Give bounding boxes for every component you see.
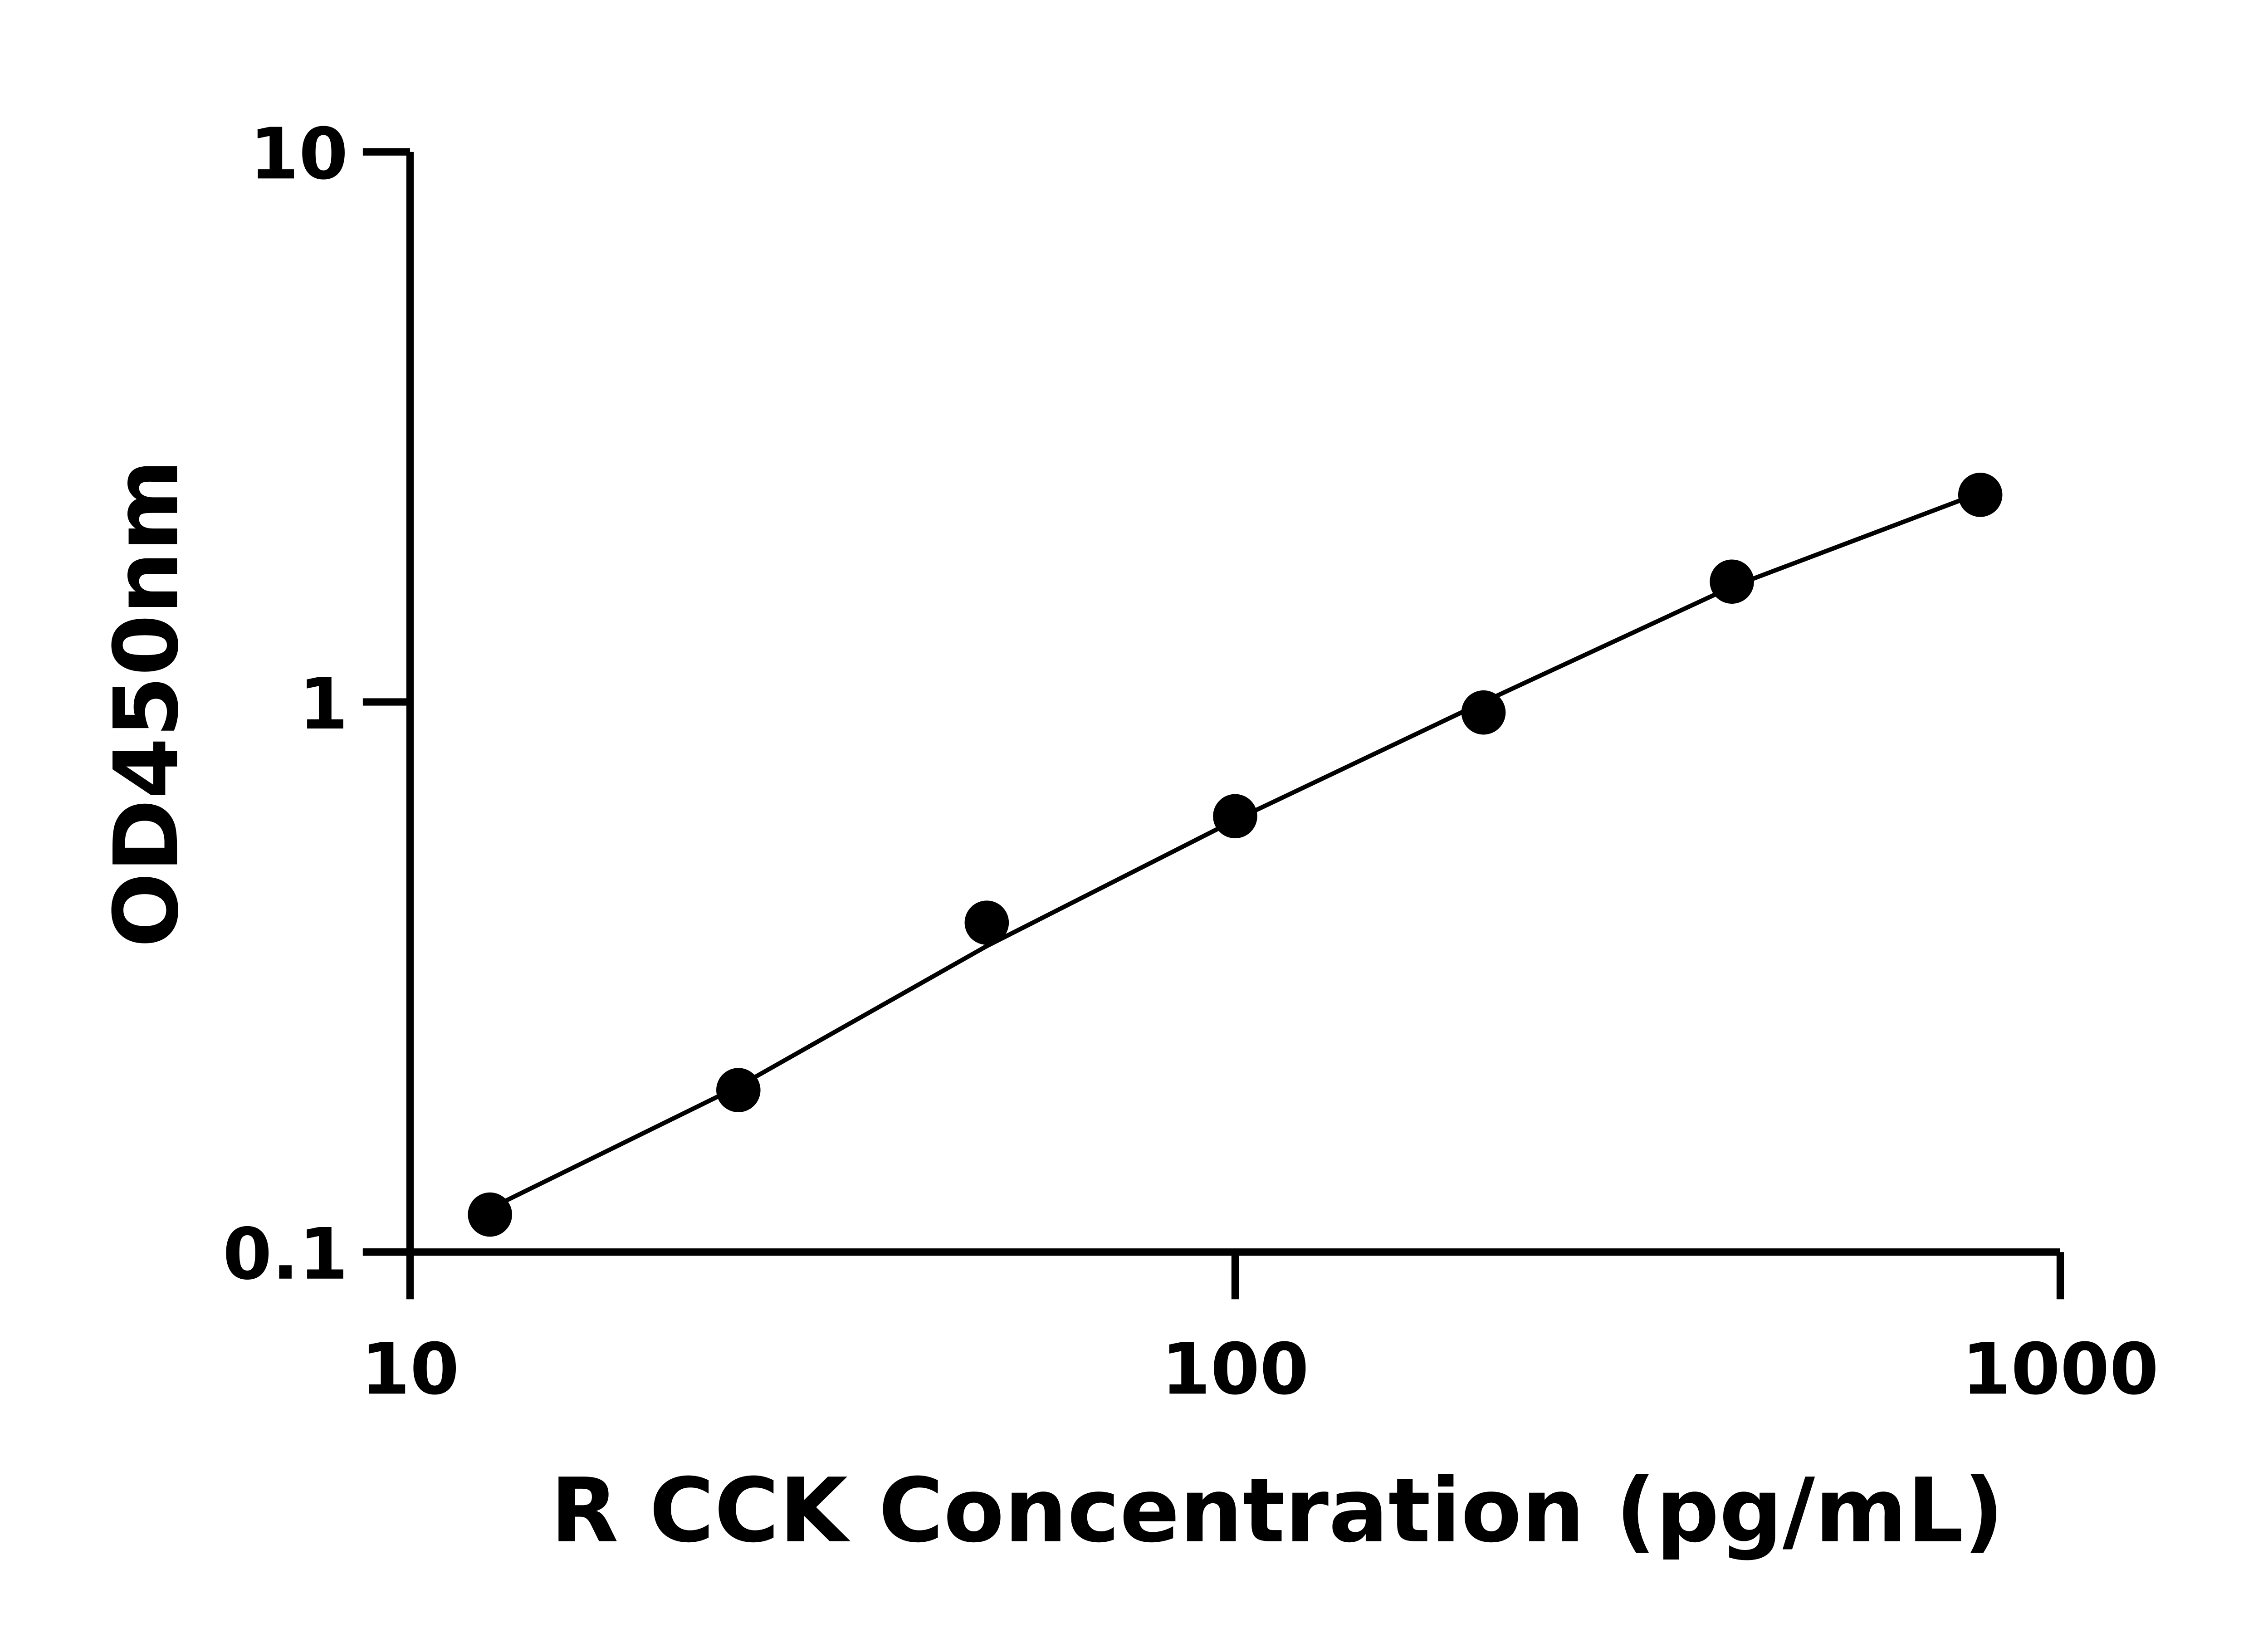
data-point <box>716 1068 761 1112</box>
data-point <box>1213 794 1257 839</box>
x-axis-label: R CCK Concentration (pg/mL) <box>550 1459 2004 1562</box>
data-point <box>1710 559 1754 604</box>
y-tick-label: 0.1 <box>223 1213 348 1296</box>
x-tick-label: 1000 <box>1962 1328 2159 1410</box>
data-point <box>1461 690 1506 735</box>
data-point <box>964 900 1009 945</box>
fit-curve <box>489 490 1981 1211</box>
data-point <box>468 1192 512 1237</box>
x-tick-label: 10 <box>361 1328 459 1410</box>
x-tick-label: 100 <box>1161 1328 1309 1410</box>
y-tick-label: 1 <box>299 663 348 745</box>
y-tick-label: 10 <box>249 112 348 195</box>
y-axis-label: OD450nm <box>95 459 198 948</box>
data-point <box>1958 473 2003 517</box>
